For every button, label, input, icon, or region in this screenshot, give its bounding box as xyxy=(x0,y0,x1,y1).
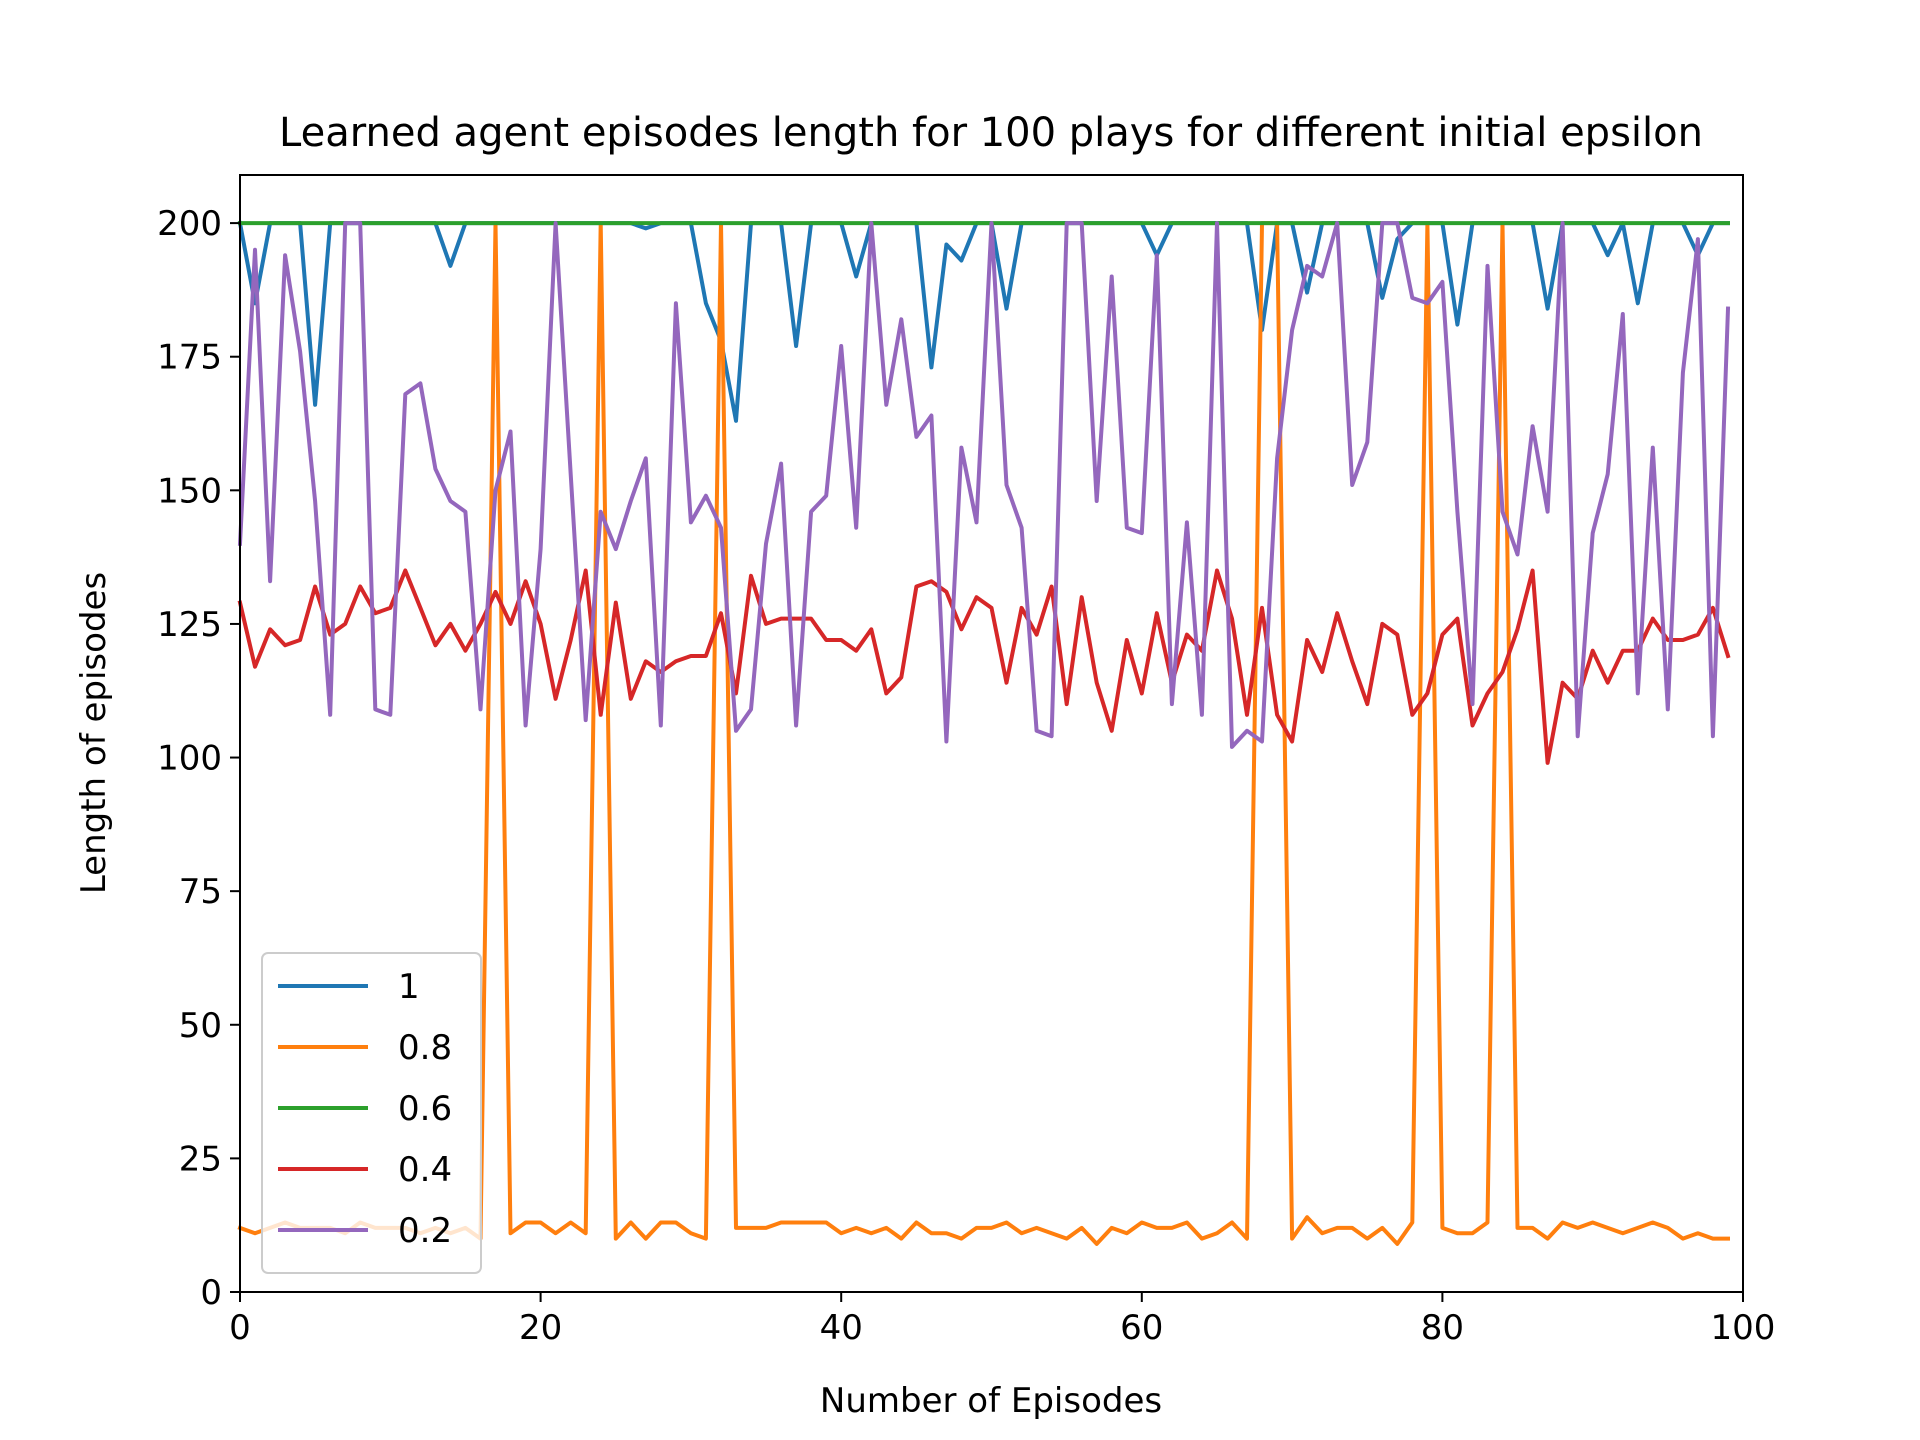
legend: 1 0.8 0.6 0.4 0.2 xyxy=(261,952,482,1274)
y-tick-label: 150 xyxy=(157,471,222,511)
y-tick-label: 75 xyxy=(179,872,222,912)
x-tick-label: 60 xyxy=(1120,1308,1163,1348)
x-tick-label: 100 xyxy=(1711,1308,1776,1348)
y-tick-label: 175 xyxy=(157,338,222,378)
x-axis-ticks: 0 20 40 60 80 100 xyxy=(229,1292,1775,1348)
chart-title: Learned agent episodes length for 100 pl… xyxy=(279,110,1703,156)
x-tick-label: 40 xyxy=(820,1308,863,1348)
y-tick-label: 25 xyxy=(179,1139,222,1179)
y-tick-label: 100 xyxy=(157,739,222,779)
series-line-4 xyxy=(237,221,1731,749)
x-tick-label: 20 xyxy=(519,1308,562,1348)
legend-box xyxy=(261,952,482,1274)
legend-label-4: 0.2 xyxy=(398,1211,452,1251)
y-tick-label: 125 xyxy=(157,605,222,645)
y-tick-label: 200 xyxy=(157,204,222,244)
y-tick-label: 50 xyxy=(179,1006,222,1046)
y-axis-ticks: 0 25 50 75 100 125 150 175 200 xyxy=(157,204,240,1313)
legend-label-3: 0.4 xyxy=(398,1150,452,1190)
series-lines xyxy=(237,220,1731,1246)
x-tick-label: 0 xyxy=(229,1308,251,1348)
plot-frame xyxy=(239,174,1744,1293)
y-tick-label: 0 xyxy=(200,1273,222,1313)
y-axis-label: Length of episodes xyxy=(74,572,114,894)
legend-label-2: 0.6 xyxy=(398,1089,452,1129)
x-axis-label: Number of Episodes xyxy=(820,1381,1162,1421)
x-tick-label: 80 xyxy=(1421,1308,1464,1348)
series-line-1 xyxy=(237,221,1730,1246)
legend-label-0: 1 xyxy=(398,967,420,1007)
legend-label-1: 0.8 xyxy=(398,1028,452,1068)
